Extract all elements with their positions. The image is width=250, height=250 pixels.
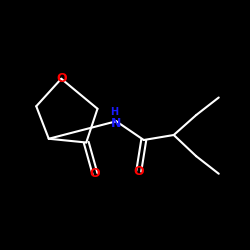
Text: O: O bbox=[134, 165, 144, 178]
Text: O: O bbox=[56, 72, 66, 85]
Text: N: N bbox=[111, 117, 122, 130]
Text: H: H bbox=[110, 107, 118, 117]
Text: O: O bbox=[90, 167, 100, 180]
